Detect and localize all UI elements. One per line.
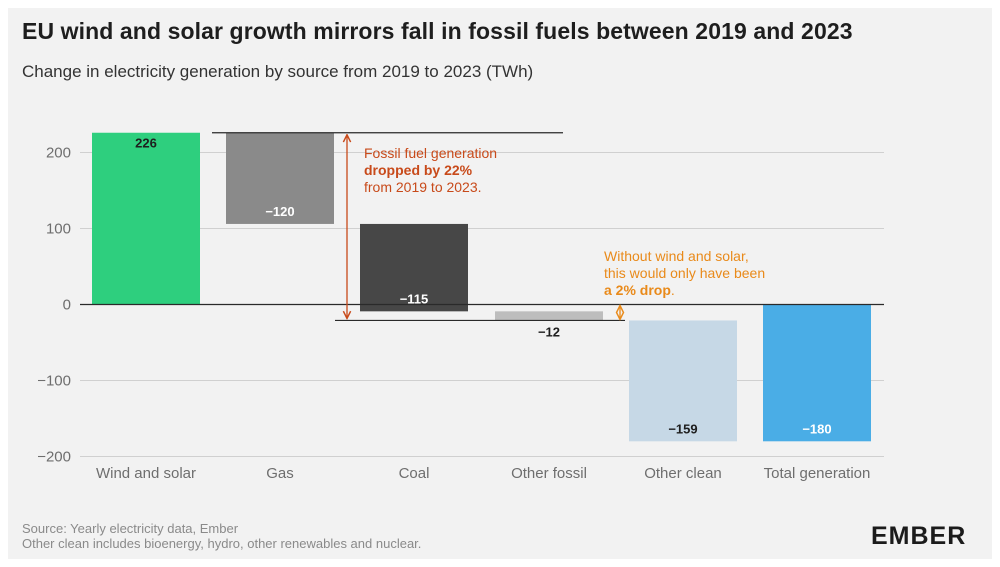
fossil-annotation-line: Fossil fuel generation xyxy=(364,145,497,161)
bar-value-label: −12 xyxy=(538,324,560,339)
fossil-annotation-line: from 2019 to 2023. xyxy=(364,179,482,195)
bar xyxy=(763,304,871,442)
bar xyxy=(629,320,737,442)
x-tick-label: Coal xyxy=(399,465,430,482)
y-tick-label: 200 xyxy=(46,145,71,162)
annotation-bold-span: a 2% drop xyxy=(604,282,671,298)
bar xyxy=(360,223,468,312)
x-tick-label: Other clean xyxy=(644,465,722,482)
bar-value-label: −180 xyxy=(802,421,831,436)
bar-value-label: −115 xyxy=(400,291,429,306)
bar xyxy=(495,311,603,321)
bar xyxy=(92,132,200,305)
chart-subtitle: Change in electricity generation by sour… xyxy=(22,62,534,81)
chart-title: EU wind and solar growth mirrors fall in… xyxy=(22,18,853,44)
bar-value-label: −120 xyxy=(265,204,294,219)
wind-solar-annotation-line: this would only have been xyxy=(604,265,765,281)
y-tick-label: −100 xyxy=(37,373,71,390)
y-tick-label: 0 xyxy=(63,297,71,314)
x-tick-label: Other fossil xyxy=(511,465,587,482)
bar xyxy=(226,132,334,224)
wind-solar-annotation-line: a 2% drop. xyxy=(604,282,675,298)
bar-value-label: −159 xyxy=(668,421,697,436)
y-tick-label: −200 xyxy=(37,449,71,466)
x-tick-label: Gas xyxy=(266,465,294,482)
y-tick-label: 100 xyxy=(46,221,71,238)
fossil-annotation-line: dropped by 22% xyxy=(364,162,473,178)
ember-logo: EMBER xyxy=(871,522,967,550)
source-line: Source: Yearly electricity data, Ember xyxy=(22,521,239,536)
bar-value-label: 226 xyxy=(135,136,157,151)
source-note: Source: Yearly electricity data, Ember O… xyxy=(22,521,421,551)
x-tick-label: Wind and solar xyxy=(96,465,196,482)
x-tick-label: Total generation xyxy=(764,465,871,482)
wind-solar-annotation-line: Without wind and solar, xyxy=(604,248,749,264)
other-clean-note: Other clean includes bioenergy, hydro, o… xyxy=(22,536,422,551)
